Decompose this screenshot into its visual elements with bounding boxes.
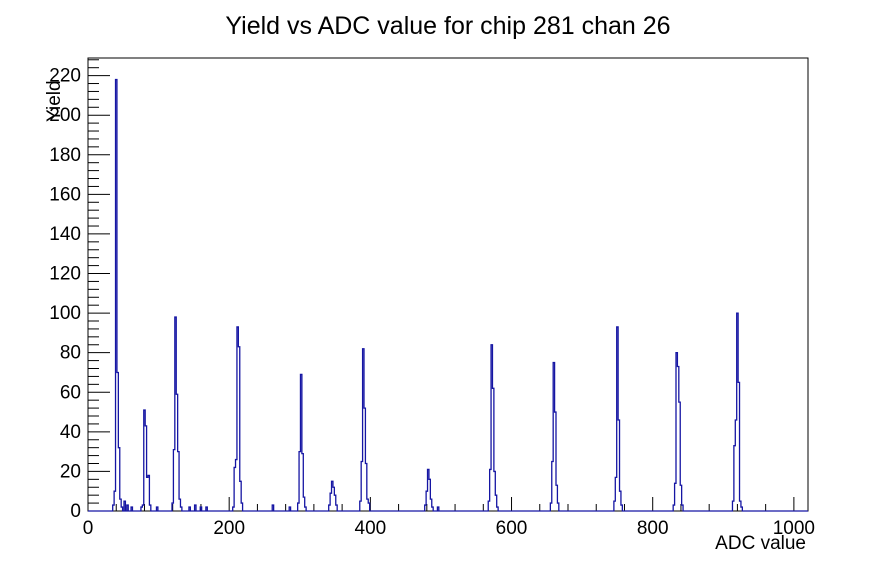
y-tick-label: 140 bbox=[49, 224, 81, 245]
x-axis-title: ADC value bbox=[715, 533, 806, 554]
y-axis-title: Yield bbox=[44, 80, 65, 122]
y-tick-label: 0 bbox=[70, 501, 81, 522]
y-tick-label: 120 bbox=[49, 264, 81, 285]
y-tick-label: 80 bbox=[60, 343, 81, 364]
x-tick-label: 600 bbox=[496, 518, 528, 539]
y-tick-label: 40 bbox=[60, 422, 81, 443]
x-tick-label: 200 bbox=[213, 518, 245, 539]
chart-title: Yield vs ADC value for chip 281 chan 26 bbox=[225, 12, 670, 40]
y-tick-label: 180 bbox=[49, 145, 81, 166]
y-tick-label: 100 bbox=[49, 303, 81, 324]
x-axis: 0 200 400 600 800 1000 bbox=[83, 497, 815, 539]
y-axis: 0 20 40 60 80 100 120 140 160 180 200 220 bbox=[49, 59, 110, 522]
y-tick-label: 60 bbox=[60, 382, 81, 403]
x-tick-label: 800 bbox=[637, 518, 669, 539]
x-tick-label: 0 bbox=[83, 518, 94, 539]
y-tick-label: 200 bbox=[49, 105, 81, 126]
x-tick-label: 400 bbox=[355, 518, 387, 539]
y-tick-label: 20 bbox=[60, 461, 81, 482]
histogram-line bbox=[88, 78, 808, 512]
y-tick-label: 160 bbox=[49, 184, 81, 205]
plot-area: 0 200 400 600 800 1000 0 20 40 60 80 100 120 140 160 18… bbox=[49, 57, 815, 539]
plot-frame bbox=[87, 57, 809, 512]
x-tick-label: 1000 bbox=[773, 518, 815, 539]
y-tick-label: 220 bbox=[49, 66, 81, 87]
